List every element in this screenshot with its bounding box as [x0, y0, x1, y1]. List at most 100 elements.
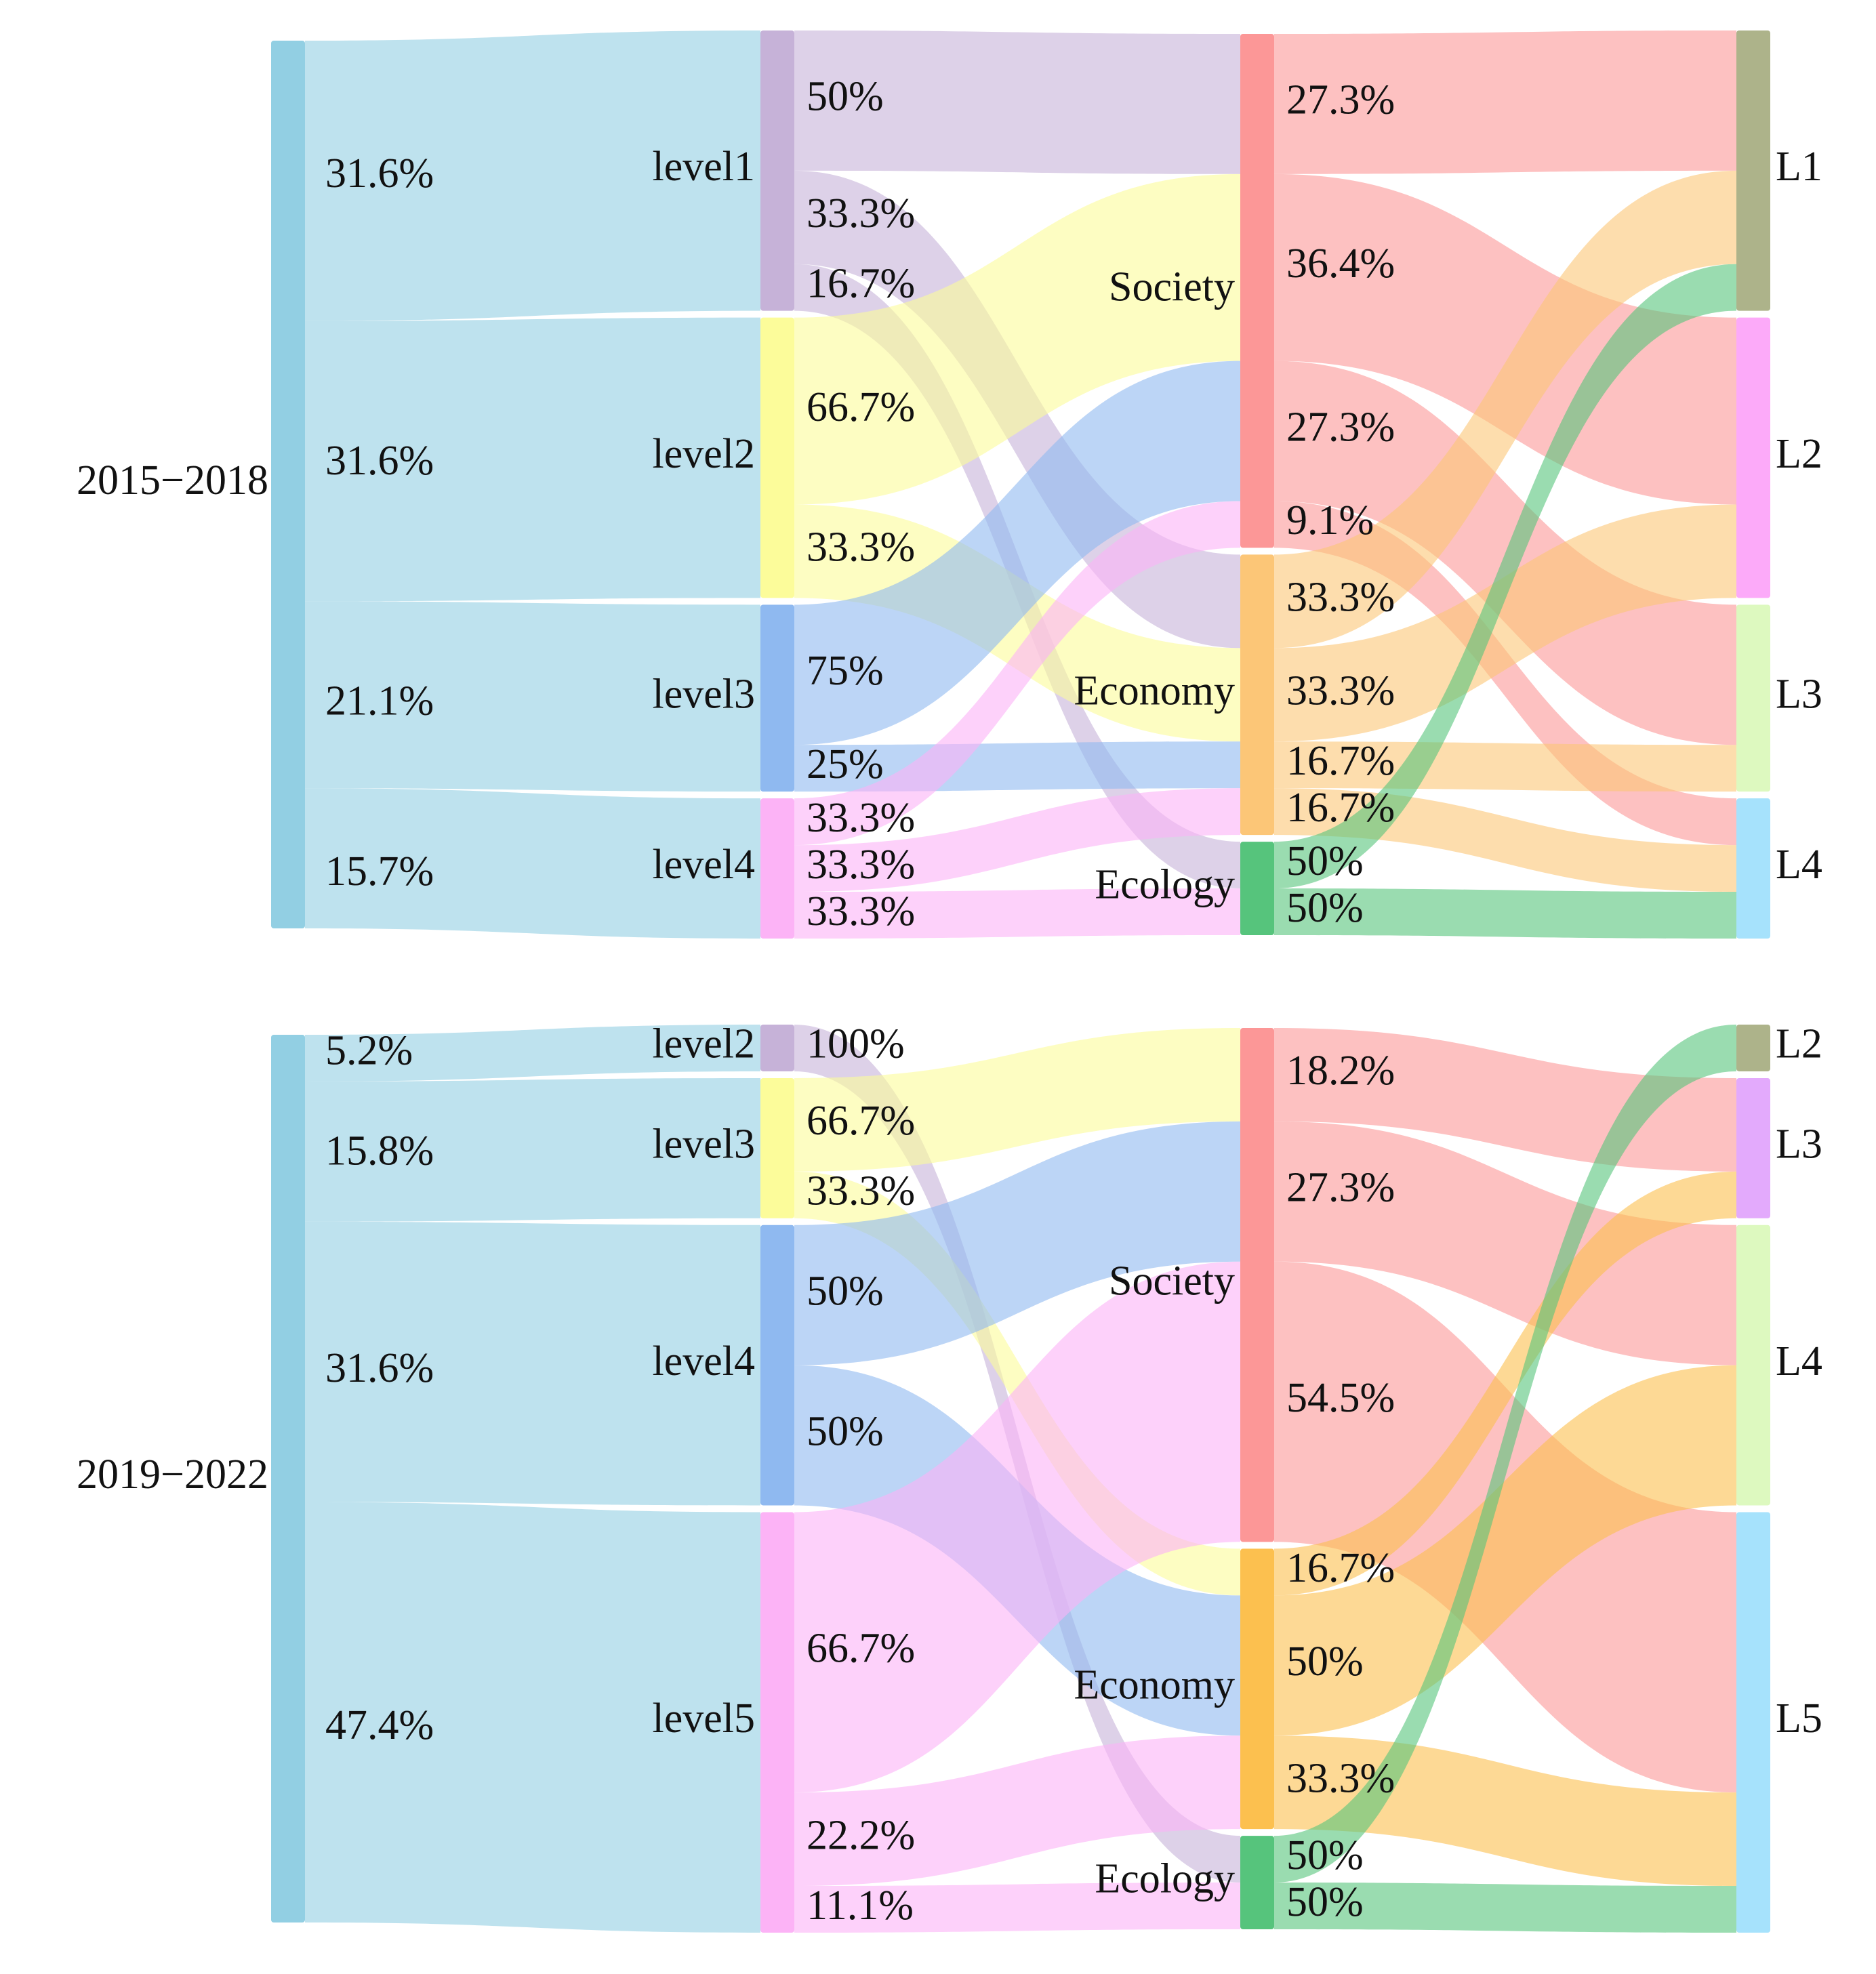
link-label-level4-to-economy: 33.3% — [807, 842, 915, 888]
sankey-panel-2015-2018: 2015−2018 31.6% level1 31.6% level2 21.1% leve… — [77, 30, 1822, 939]
link-label-society-to-l3: 18.2% — [1286, 1048, 1395, 1094]
link-label-ecology-to-l1: 50% — [1286, 838, 1364, 884]
node-label-level1: level1 — [653, 144, 756, 190]
link-label-level4-to-ecology: 33.3% — [807, 888, 915, 934]
node-label-economy: Economy — [1074, 1662, 1235, 1708]
link-label-level3-to-society: 75% — [807, 648, 884, 694]
node-level4 — [760, 798, 794, 939]
link-label-level4-to-economy: 50% — [807, 1408, 884, 1454]
share-label-level3: 21.1% — [325, 678, 434, 724]
panel-title: 2019−2022 — [77, 1452, 268, 1498]
link-label-level5-to-economy: 22.2% — [807, 1812, 915, 1858]
node-level5 — [760, 1512, 794, 1933]
node-ecology — [1240, 842, 1274, 935]
link-label-level2-to-economy: 33.3% — [807, 525, 915, 571]
node-l2 — [1736, 317, 1770, 598]
node-l4 — [1736, 1225, 1770, 1506]
link-level1-to-society — [794, 30, 1240, 174]
node-economy — [1240, 1548, 1274, 1830]
link-ecology-to-l2 — [1274, 1025, 1736, 1883]
node-ecology — [1240, 1836, 1274, 1929]
link-level5-to-ecology — [794, 1883, 1240, 1933]
node-l5 — [1736, 1512, 1770, 1933]
node-label-level2: level2 — [653, 1021, 756, 1067]
link-label-society-to-l3: 27.3% — [1286, 404, 1395, 450]
node-l2 — [1736, 1025, 1770, 1071]
link-label-level3-to-economy: 25% — [807, 741, 884, 787]
labels: 2015−2018 31.6% level1 31.6% level2 21.1% leve… — [77, 74, 1822, 934]
node-label-l3: L3 — [1776, 1122, 1822, 1168]
link-level4-to-society — [794, 1121, 1240, 1365]
link-label-society-to-l1: 27.3% — [1286, 77, 1395, 123]
node-level3 — [760, 1077, 794, 1218]
share-label-level2: 31.6% — [325, 438, 434, 484]
link-label-level5-to-society: 66.7% — [807, 1626, 915, 1672]
share-label-level3: 15.8% — [325, 1128, 434, 1174]
link-root-to-level3 — [305, 601, 760, 792]
link-level3-to-society — [794, 1028, 1240, 1172]
link-label-level4-to-society: 33.3% — [807, 795, 915, 841]
node-label-level3: level3 — [653, 671, 756, 717]
node-label-level2: level2 — [653, 431, 756, 477]
node-society — [1240, 1028, 1274, 1542]
link-root-to-level4 — [305, 788, 760, 939]
links — [305, 1025, 1736, 1933]
panel-title: 2015−2018 — [77, 457, 268, 503]
link-society-to-l2 — [1274, 173, 1736, 505]
node-label-society: Society — [1109, 264, 1235, 310]
node-level2 — [760, 317, 794, 598]
node-label-l3: L3 — [1776, 671, 1822, 717]
link-label-economy-to-l4: 16.7% — [1286, 785, 1395, 831]
node-l3 — [1736, 1077, 1770, 1218]
link-label-economy-to-l2: 33.3% — [1286, 667, 1395, 714]
link-ecology-to-l4 — [1274, 888, 1736, 939]
node-label-l4: L4 — [1776, 842, 1822, 888]
node-l4 — [1736, 798, 1770, 939]
node-root — [271, 1035, 305, 1922]
link-root-to-level2 — [305, 1025, 760, 1082]
link-root-to-level2 — [305, 317, 760, 602]
link-level4-to-ecology — [794, 888, 1240, 939]
link-level2-to-economy — [794, 504, 1240, 742]
node-label-l5: L5 — [1776, 1695, 1822, 1742]
link-label-level2-to-society: 66.7% — [807, 384, 915, 430]
link-label-ecology-to-l2: 50% — [1286, 1832, 1364, 1878]
link-economy-to-l1 — [1274, 170, 1736, 649]
labels: 2019−2022 5.2% level2 15.8% level3 31.6% level… — [77, 1021, 1822, 1929]
node-level4 — [760, 1225, 794, 1506]
link-label-ecology-to-l4: 50% — [1286, 885, 1364, 931]
link-society-to-l1 — [1274, 30, 1736, 174]
link-society-to-l4 — [1274, 501, 1736, 846]
node-label-level5: level5 — [653, 1695, 756, 1742]
node-label-economy: Economy — [1074, 667, 1235, 714]
share-label-level2: 5.2% — [325, 1028, 413, 1074]
link-economy-to-l3 — [1274, 1171, 1736, 1596]
link-root-to-level3 — [305, 1077, 760, 1222]
link-label-economy-to-l1: 33.3% — [1286, 575, 1395, 621]
link-level4-to-society — [794, 501, 1240, 846]
link-label-level5-to-ecology: 11.1% — [807, 1883, 914, 1929]
link-level2-to-society — [794, 173, 1240, 505]
node-root — [271, 41, 305, 928]
link-level3-to-economy — [794, 1171, 1240, 1596]
link-economy-to-l4 — [1274, 1365, 1736, 1736]
link-ecology-to-l1 — [1274, 264, 1736, 889]
node-label-society: Society — [1109, 1258, 1235, 1304]
link-label-level1-to-ecology: 16.7% — [807, 260, 915, 306]
node-level1 — [760, 30, 794, 311]
link-ecology-to-l5 — [1274, 1883, 1736, 1933]
node-label-l4: L4 — [1776, 1338, 1822, 1384]
nodes — [271, 1025, 1770, 1933]
node-level2 — [760, 1025, 794, 1071]
share-label-level4: 15.7% — [325, 848, 434, 895]
node-label-l1: L1 — [1776, 144, 1822, 190]
link-label-level3-to-society: 66.7% — [807, 1098, 915, 1144]
link-label-level3-to-economy: 33.3% — [807, 1168, 915, 1214]
link-level5-to-economy — [794, 1735, 1240, 1887]
link-label-level1-to-society: 50% — [807, 74, 884, 120]
link-label-economy-to-l5: 33.3% — [1286, 1755, 1395, 1801]
link-label-ecology-to-l5: 50% — [1286, 1879, 1364, 1925]
link-label-level2-to-ecology: 100% — [807, 1021, 905, 1067]
node-label-ecology: Ecology — [1095, 1855, 1235, 1901]
